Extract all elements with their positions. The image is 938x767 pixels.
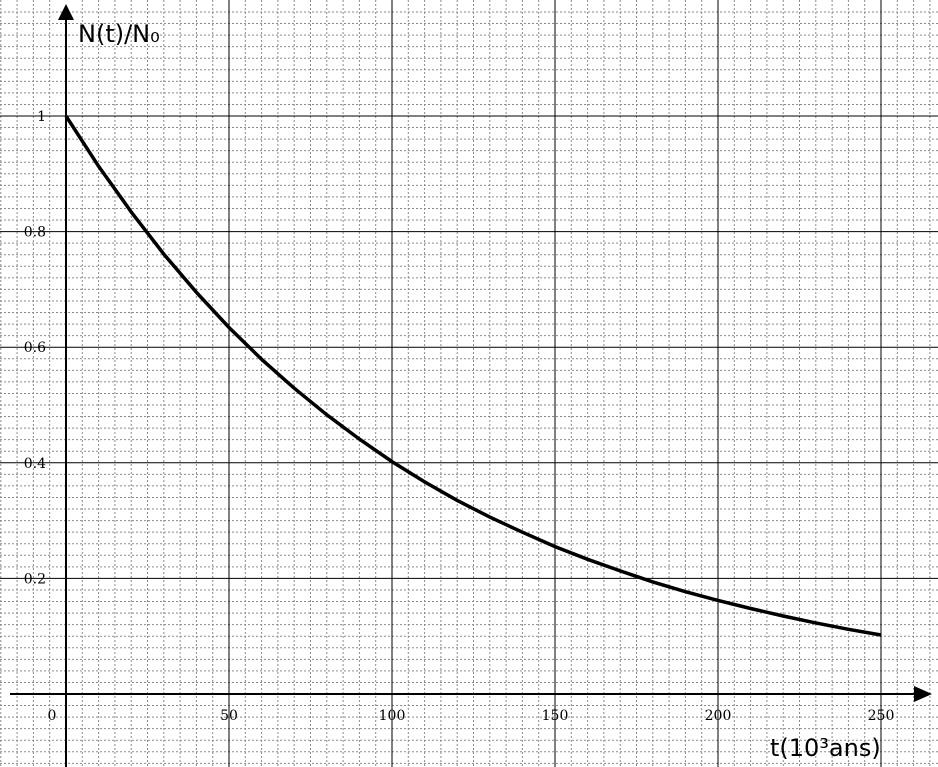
x-tick-label: 0 bbox=[48, 708, 57, 724]
y-tick-label: 0.6 bbox=[24, 340, 46, 356]
y-tick-labels: 0.2 0.4 0.6 0.8 1 bbox=[24, 109, 46, 587]
x-tick-label: 50 bbox=[220, 708, 238, 724]
y-tick-label: 1 bbox=[37, 109, 46, 125]
y-axis-arrow-icon bbox=[58, 4, 74, 20]
x-axis-arrow-icon bbox=[914, 686, 932, 702]
x-axis-title: t(10³ans) bbox=[770, 734, 881, 762]
x-tick-label: 150 bbox=[542, 708, 569, 724]
x-tick-label: 100 bbox=[379, 708, 406, 724]
x-tick-label: 200 bbox=[705, 708, 732, 724]
y-axis-title: N(t)/N₀ bbox=[78, 20, 160, 48]
x-tick-label: 250 bbox=[868, 708, 895, 724]
x-tick-labels: 0 50 100 150 200 250 bbox=[48, 708, 895, 724]
axes bbox=[10, 4, 932, 767]
y-tick-label: 0.8 bbox=[24, 225, 46, 241]
y-tick-label: 0.4 bbox=[24, 456, 46, 472]
y-tick-label: 0.2 bbox=[24, 571, 46, 587]
decay-curve bbox=[64, 115, 882, 637]
